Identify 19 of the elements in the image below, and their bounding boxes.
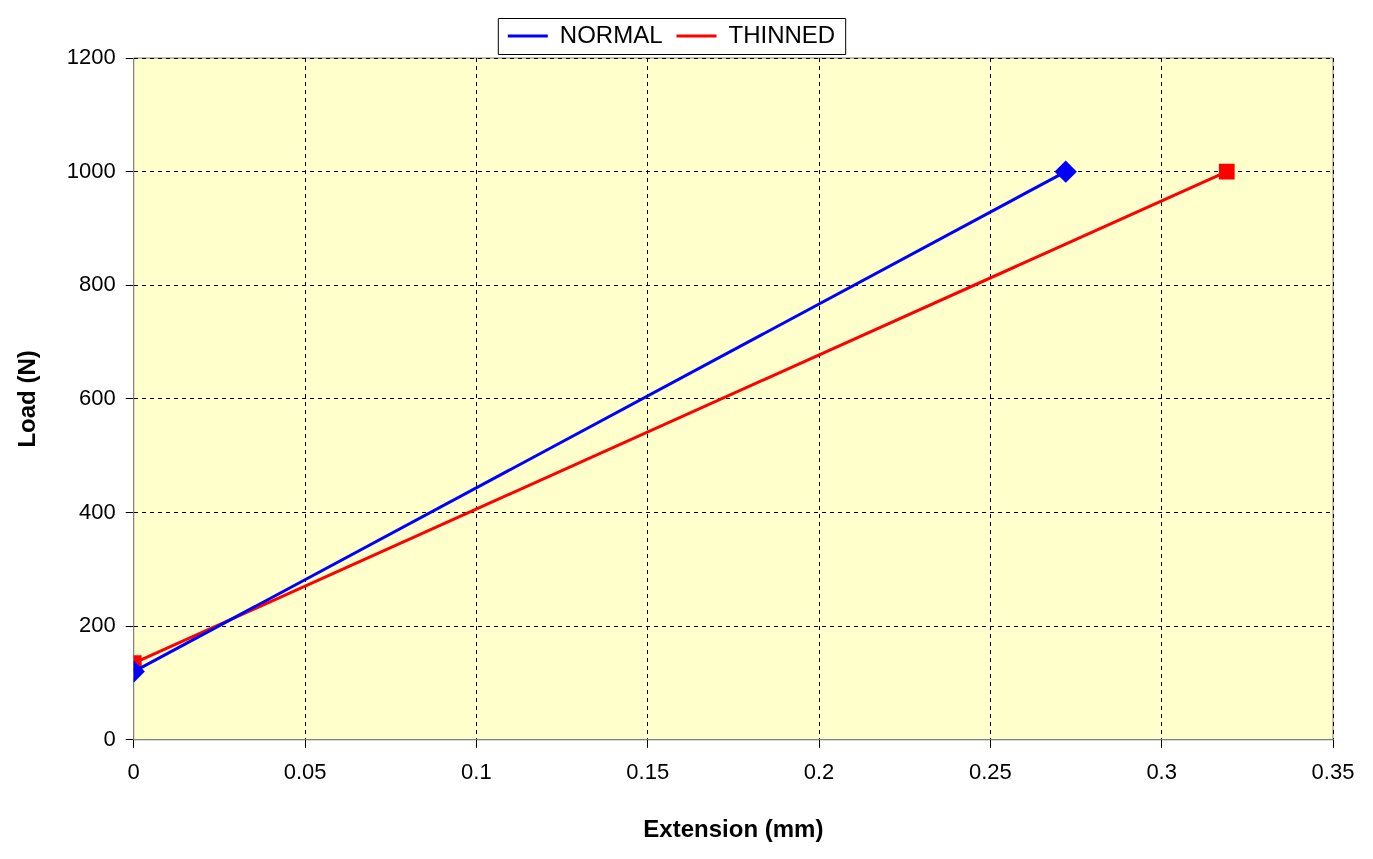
- x-tick-label: 0: [127, 759, 140, 785]
- y-tick-label: 200: [79, 612, 116, 638]
- y-tick-label: 1000: [66, 157, 116, 183]
- legend-label: THINNED: [728, 20, 836, 48]
- y-tick-label: 400: [79, 498, 116, 524]
- x-tick-label: 0.35: [1311, 759, 1355, 785]
- legend-label: NORMAL: [559, 20, 663, 48]
- y-tick-label: 800: [79, 271, 116, 297]
- x-tick-label: 0.2: [803, 759, 835, 785]
- x-axis-title: Extension (mm): [643, 815, 824, 843]
- y-tick-label: 600: [79, 384, 116, 410]
- x-tick-label: 0.25: [968, 759, 1012, 785]
- y-axis-title: Load (N): [13, 350, 41, 448]
- x-tick-label: 0.3: [1146, 759, 1177, 785]
- x-tick-label: 0.05: [283, 759, 327, 785]
- y-tick-label: 1200: [66, 44, 116, 70]
- x-tick-label: 0.1: [461, 759, 492, 785]
- y-tick-label: 0: [103, 725, 116, 751]
- x-tick-label: 0.15: [626, 759, 670, 785]
